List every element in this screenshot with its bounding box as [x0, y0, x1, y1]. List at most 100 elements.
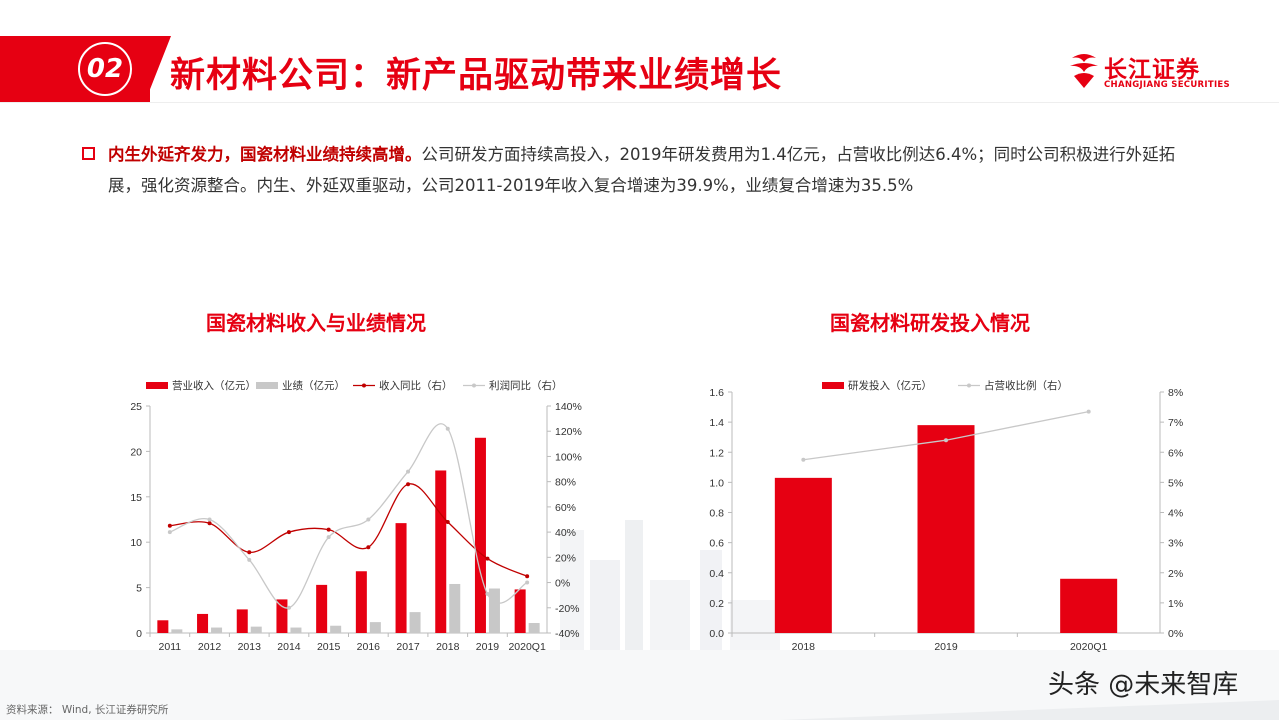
chart2-right-tick-label: 5%: [1168, 477, 1183, 489]
chart1-right-tick-label: 80%: [555, 477, 576, 489]
bullet-square: [82, 147, 95, 160]
chart1-x-tick-label: 2020Q1: [508, 641, 546, 653]
chart1-x-tick-label: 2017: [396, 641, 420, 653]
chart1-line-point-1: [485, 591, 490, 596]
chart2-x-tick-label: 2018: [792, 641, 816, 653]
chart2-legend-label: 研发投入（亿元）: [848, 379, 932, 392]
header-divider: [0, 102, 1279, 103]
chart2-bar-primary: [1060, 578, 1118, 633]
chart1-x-tick-label: 2011: [159, 641, 182, 653]
source-note: 资料来源： Wind, 长江证券研究所: [6, 704, 169, 716]
city-skyline-background: [0, 520, 1279, 720]
chart1-x-tick-label: 2016: [357, 641, 381, 653]
chart1-line-point-0: [485, 556, 490, 561]
chart1-x-tick-label: 2019: [476, 641, 500, 653]
chart1-left-tick-label: 15: [130, 492, 142, 504]
chart1-bar-primary: [236, 609, 248, 633]
chart1-legend-label: 营业收入（亿元）: [172, 379, 256, 392]
revenue-profit-chart: 0 5 10 15 20 25 -40% -20% 0% 20% 40% 60% 80% 100% 120%…: [130, 379, 582, 653]
chart1-line-point-1: [445, 426, 450, 431]
chart1-bar-primary: [355, 571, 367, 633]
chart1-bar-primary: [157, 620, 169, 633]
chart1-legend-label: 业绩（亿元）: [282, 379, 345, 392]
chart1-right-tick-label: 20%: [555, 552, 576, 564]
chart1-bar-secondary: [369, 622, 381, 633]
chart1-bar-secondary: [488, 588, 500, 633]
chart2-right-tick-label: 7%: [1168, 417, 1183, 429]
chart1-title: 国瓷材料收入与业绩情况: [206, 311, 426, 335]
chart2-left-tick-label: 1.2: [709, 447, 724, 459]
chart1-bar-secondary: [449, 583, 461, 633]
chart1-line-point-0: [167, 523, 172, 528]
chart1-legend-swatch-dot: [362, 383, 366, 388]
chart1-line-point-0: [286, 530, 291, 535]
chart1-bar-secondary: [211, 627, 223, 633]
chart1-line-series-1: [169, 423, 528, 609]
chart1-legend-swatch-dot: [472, 383, 476, 388]
chart1-left-tick-label: 10: [130, 537, 142, 549]
chart1-right-tick-label: 140%: [555, 401, 582, 413]
page-title: 新材料公司：新产品驱动带来业绩增长: [170, 56, 783, 96]
chart2-line-point-0: [944, 438, 948, 443]
chart2-legend-label: 占营收比例（右）: [984, 379, 1068, 392]
chart1-line-series-0: [169, 483, 528, 577]
chart2-right-tick-label: 0%: [1168, 628, 1183, 640]
chart2-bar-primary: [774, 477, 832, 633]
chart2-left-tick-label: 1.4: [709, 417, 724, 429]
chart1-left-tick-label: 20: [130, 446, 142, 458]
chart1-right-tick-label: -40%: [555, 628, 580, 640]
chart2-left-tick-label: 0.6: [709, 538, 724, 550]
chart2-right-tick-label: 8%: [1168, 387, 1183, 399]
chart1-bar-primary: [316, 584, 328, 633]
chart1-right-tick-label: 60%: [555, 502, 576, 514]
chart1-right-tick-label: 100%: [555, 451, 582, 463]
chart2-right-tick-label: 4%: [1168, 508, 1183, 520]
chart1-line-point-0: [406, 482, 411, 487]
chart1-bar-primary: [395, 523, 407, 633]
chart1-line-point-1: [406, 469, 411, 474]
chart1-line-point-0: [445, 520, 450, 525]
chart2-bar-primary: [917, 425, 975, 633]
chart2-left-tick-label: 0.4: [709, 568, 724, 580]
chart1-bar-secondary: [250, 626, 262, 633]
chart1-line-point-0: [525, 574, 530, 579]
chart2-left-tick-label: 0.2: [709, 598, 724, 610]
chart1-line-point-0: [326, 527, 331, 532]
chart2-left-tick-label: 1.6: [709, 387, 724, 399]
chart1-line-point-1: [525, 580, 530, 585]
chart1-x-tick-label: 2012: [198, 641, 222, 653]
chart2-right-tick-label: 1%: [1168, 598, 1183, 610]
chart1-bar-secondary: [528, 623, 540, 633]
chart2-x-tick-label: 2019: [934, 641, 958, 653]
chart1-x-tick-label: 2018: [436, 641, 460, 653]
chart2-right-tick-label: 3%: [1168, 538, 1183, 550]
header-band-notch: [145, 36, 171, 102]
chart1-bar-secondary: [171, 629, 183, 633]
chart1-bar-secondary: [409, 612, 421, 633]
chart2-legend-swatch-dot: [967, 383, 971, 388]
chart1-right-tick-label: 0%: [555, 578, 570, 590]
chart1-line-point-1: [366, 517, 371, 522]
chart1-x-tick-label: 2014: [277, 641, 301, 653]
chart1-bar-secondary: [290, 627, 302, 633]
summary-bold: 内生外延齐发力，国瓷材料业绩持续高增。: [108, 145, 422, 164]
chart1-line-point-0: [366, 545, 371, 550]
chart2-title: 国瓷材料研发投入情况: [830, 311, 1030, 335]
chart2-x-tick-label: 2020Q1: [1070, 641, 1108, 653]
chart2-left-tick-label: 0.0: [709, 628, 724, 640]
chart1-left-tick-label: 0: [136, 628, 142, 640]
chart1-legend-label: 收入同比（右）: [379, 379, 453, 392]
chart1-legend-swatch-bar: [256, 382, 278, 389]
chart1-bar-primary: [435, 470, 447, 633]
section-badge: [78, 42, 132, 96]
chart1-bar-secondary: [330, 625, 342, 633]
logo-name-en: CHANGJIANG SECURITIES: [1104, 80, 1230, 90]
chart1-right-tick-label: -20%: [555, 603, 580, 615]
section-number: 02: [86, 54, 124, 84]
chart1-x-tick-label: 2015: [317, 641, 341, 653]
chart1-line-point-1: [326, 535, 331, 540]
chart1-line-point-0: [247, 550, 252, 555]
chart1-left-tick-label: 5: [136, 583, 142, 595]
summary-paragraph: 内生外延齐发力，国瓷材料业绩持续高增。公司研发方面持续高投入，2019年研发费用…: [108, 139, 1188, 201]
rd-investment-chart: 0.0 0.2 0.4 0.6 0.8 1.0 1.2 1.4 1.6 0% 1% 2% 3% 4% 5% 6…: [709, 379, 1183, 653]
